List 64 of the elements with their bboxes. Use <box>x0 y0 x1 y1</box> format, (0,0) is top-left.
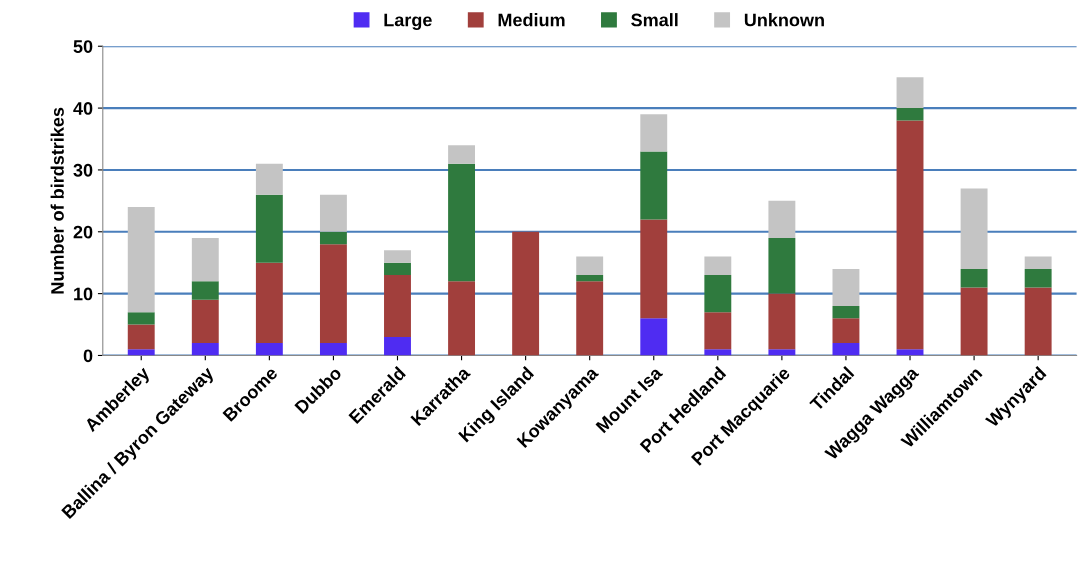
bar <box>640 151 668 220</box>
bar <box>768 349 796 356</box>
bar <box>896 349 924 356</box>
bar <box>255 343 283 356</box>
bar <box>768 237 796 294</box>
bar <box>191 299 219 344</box>
y-axis-title: Number of birdstrikes <box>50 107 64 294</box>
bar <box>1024 268 1052 288</box>
bar <box>319 244 347 344</box>
bar <box>1024 256 1052 269</box>
bar <box>832 305 860 319</box>
bar <box>768 293 796 350</box>
bar <box>384 275 411 337</box>
bar <box>127 207 155 313</box>
bar <box>960 287 988 356</box>
bar <box>768 200 796 238</box>
y-tick-label: 10 <box>74 287 93 301</box>
legend-label: Large <box>384 13 432 30</box>
bar <box>384 250 411 263</box>
bar <box>960 188 988 269</box>
y-tick-label: 0 <box>83 349 93 363</box>
legend-label: Unknown <box>744 13 824 27</box>
bar <box>191 237 219 282</box>
bar <box>127 324 155 350</box>
bar <box>896 120 924 350</box>
y-tick-label: 30 <box>73 163 93 177</box>
bar <box>191 281 219 300</box>
bar <box>832 343 860 356</box>
bar <box>448 163 476 282</box>
bar <box>576 256 604 276</box>
bar <box>448 281 476 356</box>
bar <box>960 268 988 288</box>
bar <box>640 219 668 319</box>
bar <box>191 343 219 356</box>
bar <box>319 343 347 356</box>
y-tick-label: 20 <box>73 225 93 239</box>
bar <box>255 163 283 195</box>
legend-label: Medium <box>498 13 565 27</box>
bar <box>704 312 732 350</box>
bar <box>384 262 411 276</box>
bar <box>255 262 283 344</box>
bar <box>640 318 668 356</box>
bar <box>1024 287 1052 356</box>
y-tick-label: 40 <box>73 102 93 115</box>
bar <box>319 231 347 245</box>
bar <box>512 231 540 356</box>
bar <box>832 318 860 344</box>
bar <box>576 281 604 356</box>
bar <box>319 194 347 232</box>
bar <box>704 256 732 276</box>
bar <box>832 268 860 306</box>
bar <box>704 349 732 356</box>
bar <box>640 114 668 152</box>
bar <box>127 312 155 325</box>
bar <box>704 275 732 313</box>
bar <box>896 108 924 121</box>
y-tick-label: 50 <box>73 40 93 53</box>
bar <box>448 145 476 164</box>
bar <box>384 336 411 356</box>
bar <box>255 194 283 263</box>
bar <box>896 77 924 109</box>
legend-label: Small <box>631 13 678 27</box>
bar <box>127 349 155 356</box>
bar <box>576 275 604 282</box>
